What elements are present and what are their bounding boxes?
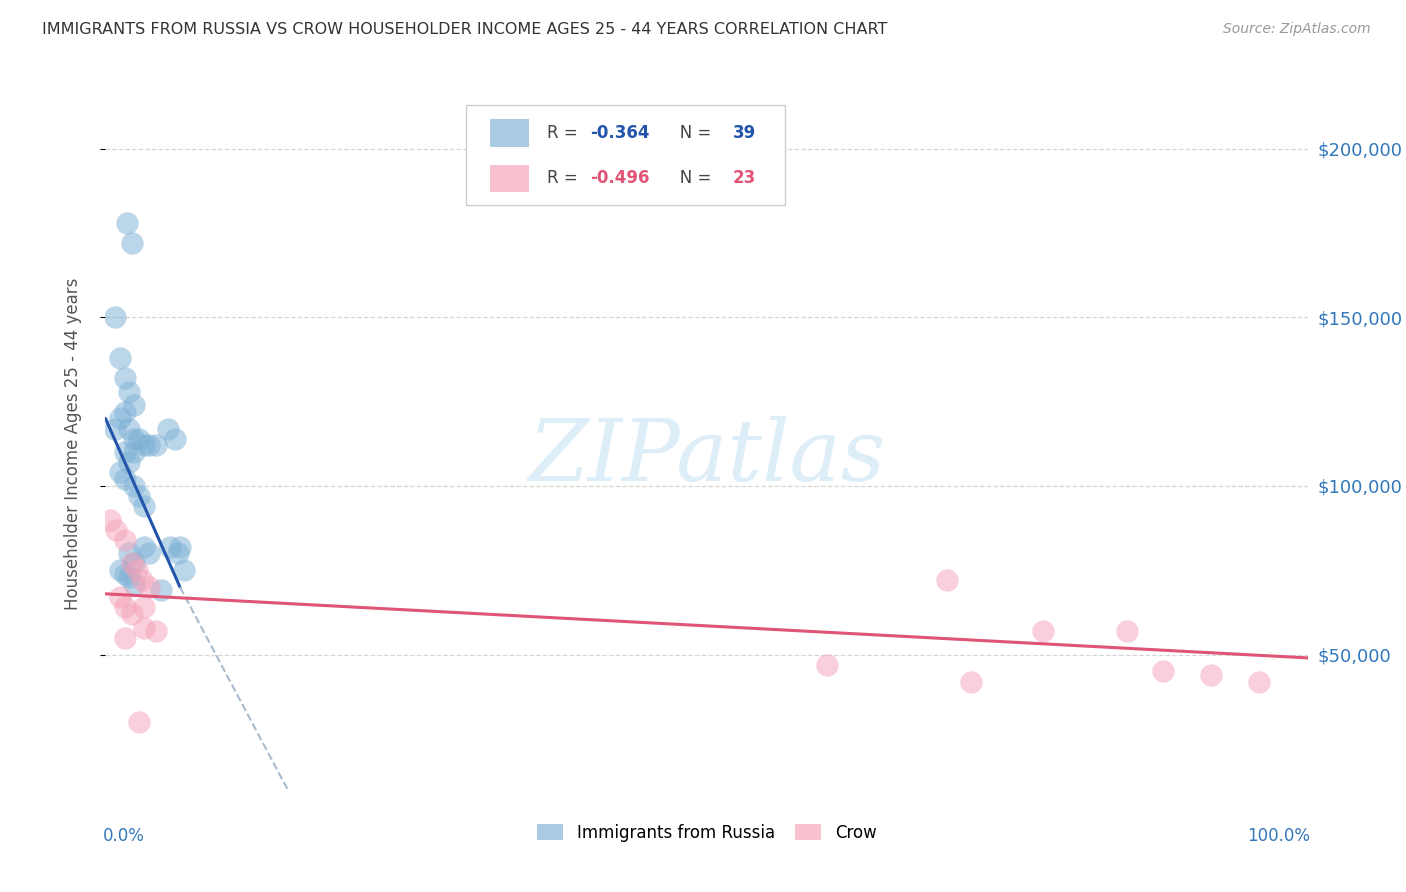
Point [165, 432, 187, 446]
FancyBboxPatch shape [491, 165, 529, 193]
Legend: Immigrants from Russia, Crow: Immigrants from Russia, Crow [529, 815, 884, 850]
Point [1249, 674, 1271, 689]
Point [132, 621, 155, 635]
Text: 100.0%: 100.0% [1247, 828, 1310, 846]
Text: IMMIGRANTS FROM RUSSIA VS CROW HOUSEHOLDER INCOME AGES 25 - 44 YEARS CORRELATION: IMMIGRANTS FROM RUSSIA VS CROW HOUSEHOLD… [42, 22, 887, 37]
Point [936, 574, 959, 588]
Point [118, 570, 141, 584]
Point [132, 600, 155, 615]
Point [118, 384, 141, 399]
Point [128, 432, 150, 446]
Point [118, 421, 141, 435]
Point [132, 499, 155, 513]
Point [1116, 624, 1139, 638]
Point [118, 546, 141, 560]
Point [132, 438, 155, 452]
Point [149, 583, 172, 598]
Text: N =: N = [665, 124, 717, 142]
Text: N =: N = [665, 169, 717, 187]
Point [138, 580, 160, 594]
Point [124, 479, 146, 493]
Text: 39: 39 [733, 124, 756, 142]
Point [124, 398, 146, 412]
Text: Source: ZipAtlas.com: Source: ZipAtlas.com [1223, 22, 1371, 37]
Point [121, 557, 143, 571]
Point [138, 438, 160, 452]
Point [166, 546, 188, 560]
Point [156, 421, 179, 435]
Point [114, 445, 136, 459]
Point [815, 657, 838, 672]
Point [118, 455, 141, 469]
Point [98, 513, 121, 527]
Text: -0.496: -0.496 [591, 169, 650, 187]
FancyBboxPatch shape [465, 105, 785, 205]
Y-axis label: Householder Income Ages 25 - 44 years: Householder Income Ages 25 - 44 years [63, 277, 82, 610]
Point [108, 563, 131, 577]
Point [131, 574, 153, 588]
Point [124, 576, 146, 591]
FancyBboxPatch shape [491, 119, 529, 146]
Point [124, 432, 146, 446]
Point [1201, 667, 1223, 681]
Point [1032, 624, 1054, 638]
Point [108, 351, 131, 365]
Point [124, 557, 146, 571]
Point [173, 563, 195, 577]
Point [169, 540, 191, 554]
Text: 23: 23 [733, 169, 756, 187]
Point [125, 563, 148, 577]
Point [121, 607, 143, 621]
Point [145, 624, 167, 638]
Point [108, 411, 131, 425]
Point [159, 540, 181, 554]
Point [138, 546, 160, 560]
Point [1152, 665, 1174, 679]
Point [114, 472, 136, 486]
Point [104, 421, 127, 435]
Point [115, 216, 138, 230]
Point [128, 489, 150, 503]
Point [128, 714, 150, 729]
Text: -0.364: -0.364 [591, 124, 650, 142]
Point [121, 236, 143, 251]
Text: 0.0%: 0.0% [103, 828, 145, 846]
Point [108, 466, 131, 480]
Point [132, 540, 155, 554]
Point [145, 438, 167, 452]
Point [114, 631, 136, 645]
Point [114, 600, 136, 615]
Point [104, 310, 127, 325]
Text: R =: R = [547, 124, 582, 142]
Point [114, 533, 136, 547]
Point [105, 523, 128, 537]
Point [114, 371, 136, 385]
Point [124, 445, 146, 459]
Point [108, 591, 131, 605]
Point [960, 674, 983, 689]
Point [114, 405, 136, 419]
Point [114, 566, 136, 581]
Text: R =: R = [547, 169, 582, 187]
Text: ZIPatlas: ZIPatlas [527, 417, 886, 499]
